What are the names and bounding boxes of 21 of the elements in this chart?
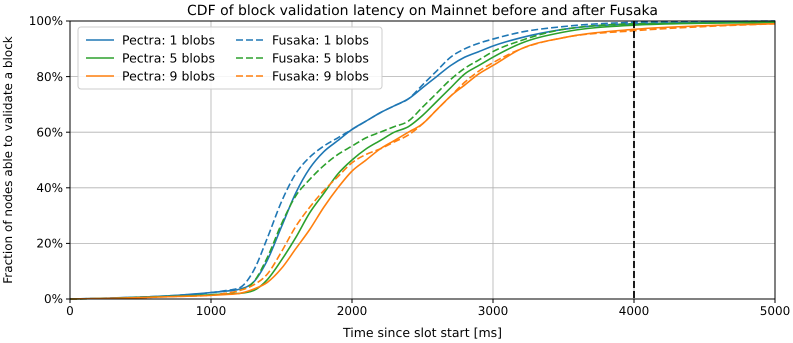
x-tick-label: 3000	[478, 304, 508, 318]
x-tick-label: 1000	[196, 304, 226, 318]
y-tick-label: 20%	[36, 236, 63, 251]
y-axis-title: Fraction of nodes able to validate a block	[1, 36, 15, 284]
legend-label: Pectra: 9 blobs	[122, 68, 215, 84]
legend-label: Pectra: 5 blobs	[122, 50, 215, 66]
legend-label: Fusaka: 9 blobs	[272, 68, 369, 84]
legend-label: Pectra: 1 blobs	[122, 32, 215, 48]
x-tick-label: 2000	[336, 304, 368, 318]
y-tick-label: 40%	[36, 181, 63, 195]
chart-title: CDF of block validation latency on Mainnet before and after Fusaka	[187, 3, 658, 19]
legend-label: Fusaka: 1 blobs	[272, 32, 369, 48]
y-tick-label: 60%	[36, 125, 63, 140]
y-tick-label: 80%	[36, 70, 63, 84]
y-tick-label: 100%	[28, 14, 63, 28]
x-tick-label: 5000	[760, 304, 790, 318]
x-tick-label: 4000	[618, 304, 650, 318]
y-tick-label: 0%	[44, 292, 63, 306]
x-axis-title: Time since slot start [ms]	[342, 325, 502, 340]
x-tick-label: 0	[66, 304, 74, 318]
legend-label: Fusaka: 5 blobs	[272, 50, 369, 66]
